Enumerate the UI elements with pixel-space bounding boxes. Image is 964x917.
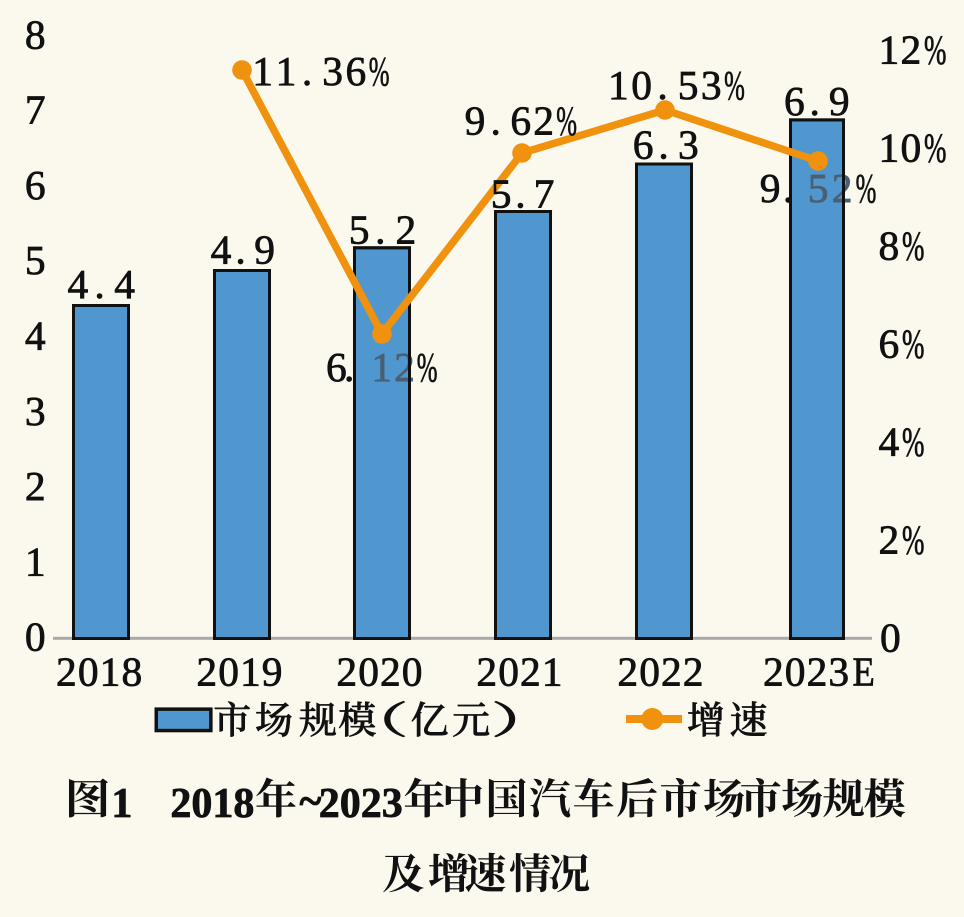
svg-text:1: 1 <box>542 649 563 695</box>
svg-text:0: 0 <box>880 615 901 661</box>
svg-text:5: 5 <box>349 207 370 253</box>
svg-text:4: 4 <box>879 419 900 465</box>
svg-text:%: % <box>902 419 924 465</box>
svg-text:2: 2 <box>807 649 828 695</box>
svg-text:.: . <box>235 227 245 273</box>
svg-text:0: 0 <box>402 649 423 695</box>
svg-text:.: . <box>375 207 385 253</box>
svg-text:5: 5 <box>678 62 699 108</box>
svg-text:6: 6 <box>326 344 347 390</box>
svg-text:9: 9 <box>465 98 486 144</box>
svg-text:5: 5 <box>808 165 829 211</box>
svg-text:1: 1 <box>100 649 121 695</box>
svg-text:0: 0 <box>78 649 99 695</box>
svg-text:2: 2 <box>380 649 401 695</box>
svg-text:3: 3 <box>701 62 722 108</box>
svg-text:2018: 2018 <box>170 781 254 827</box>
svg-text:4: 4 <box>211 227 232 273</box>
svg-text:6: 6 <box>510 98 531 144</box>
svg-text:%: % <box>902 517 924 563</box>
svg-text:0: 0 <box>785 649 806 695</box>
svg-text:.: . <box>94 261 104 307</box>
svg-text:.: . <box>344 344 354 390</box>
svg-text:%: % <box>924 27 946 73</box>
svg-text:5: 5 <box>25 237 46 283</box>
svg-text:3: 3 <box>322 48 343 94</box>
svg-text:1: 1 <box>25 538 46 584</box>
svg-text:2: 2 <box>476 649 497 695</box>
svg-text:1: 1 <box>276 48 297 94</box>
svg-text:2: 2 <box>533 98 554 144</box>
svg-text:%: % <box>856 167 877 212</box>
svg-text:%: % <box>902 223 924 269</box>
svg-text:7: 7 <box>534 170 555 216</box>
svg-text:2: 2 <box>763 649 784 695</box>
svg-text:.: . <box>515 170 525 216</box>
svg-text:2: 2 <box>196 649 217 695</box>
svg-text:%: % <box>902 321 924 367</box>
svg-text:0: 0 <box>901 125 922 171</box>
svg-text:1: 1 <box>879 125 900 171</box>
svg-text:0: 0 <box>358 649 379 695</box>
svg-text:.: . <box>810 78 820 124</box>
svg-text:2: 2 <box>617 649 638 695</box>
svg-text:~: ~ <box>300 779 322 825</box>
svg-text:4: 4 <box>114 261 135 307</box>
svg-text:6: 6 <box>346 48 367 94</box>
svg-text:%: % <box>724 64 745 109</box>
svg-text:8: 8 <box>879 223 900 269</box>
svg-text:8: 8 <box>25 11 46 57</box>
svg-text:4: 4 <box>68 261 89 307</box>
svg-text:1: 1 <box>371 344 392 390</box>
svg-text:0: 0 <box>498 649 519 695</box>
svg-text:.: . <box>783 165 793 211</box>
svg-text:0: 0 <box>218 649 239 695</box>
svg-text:9: 9 <box>760 165 781 211</box>
svg-text:E: E <box>853 649 875 695</box>
svg-text:3: 3 <box>828 649 849 695</box>
svg-text:3: 3 <box>678 122 699 168</box>
svg-text:.: . <box>657 62 667 108</box>
svg-text:2: 2 <box>394 344 415 390</box>
svg-text:6: 6 <box>633 122 654 168</box>
svg-text:2: 2 <box>336 649 357 695</box>
svg-text:.: . <box>302 48 312 94</box>
svg-text:2: 2 <box>56 649 77 695</box>
svg-text:9: 9 <box>262 649 283 695</box>
svg-text:6: 6 <box>25 162 46 208</box>
svg-text:2023: 2023 <box>319 781 403 827</box>
svg-text:2: 2 <box>396 207 417 253</box>
svg-text:8: 8 <box>121 649 142 695</box>
svg-text:2: 2 <box>683 649 704 695</box>
svg-text:7: 7 <box>25 87 46 133</box>
svg-text:2: 2 <box>25 463 46 509</box>
svg-text:2: 2 <box>661 649 682 695</box>
svg-text:.: . <box>491 98 501 144</box>
svg-text:2: 2 <box>520 649 541 695</box>
svg-text:6: 6 <box>784 78 805 124</box>
svg-text:%: % <box>417 346 438 391</box>
svg-text:1: 1 <box>111 781 132 827</box>
svg-text:4: 4 <box>25 313 46 359</box>
svg-text:9: 9 <box>829 78 850 124</box>
svg-text:5: 5 <box>491 170 512 216</box>
svg-text:3: 3 <box>25 388 46 434</box>
svg-text:%: % <box>924 125 946 171</box>
svg-text:1: 1 <box>252 48 273 94</box>
svg-text:6: 6 <box>879 321 900 367</box>
svg-text:1: 1 <box>608 62 629 108</box>
svg-text:2: 2 <box>879 517 900 563</box>
svg-text:0: 0 <box>631 62 652 108</box>
svg-text:0: 0 <box>639 649 660 695</box>
svg-text:%: % <box>556 99 577 144</box>
svg-text:1: 1 <box>879 27 900 73</box>
svg-text:0: 0 <box>25 614 46 660</box>
svg-text:9: 9 <box>254 227 275 273</box>
svg-text:%: % <box>369 50 390 95</box>
svg-text:1: 1 <box>240 649 261 695</box>
svg-text:2: 2 <box>901 27 922 73</box>
svg-text:.: . <box>658 122 668 168</box>
